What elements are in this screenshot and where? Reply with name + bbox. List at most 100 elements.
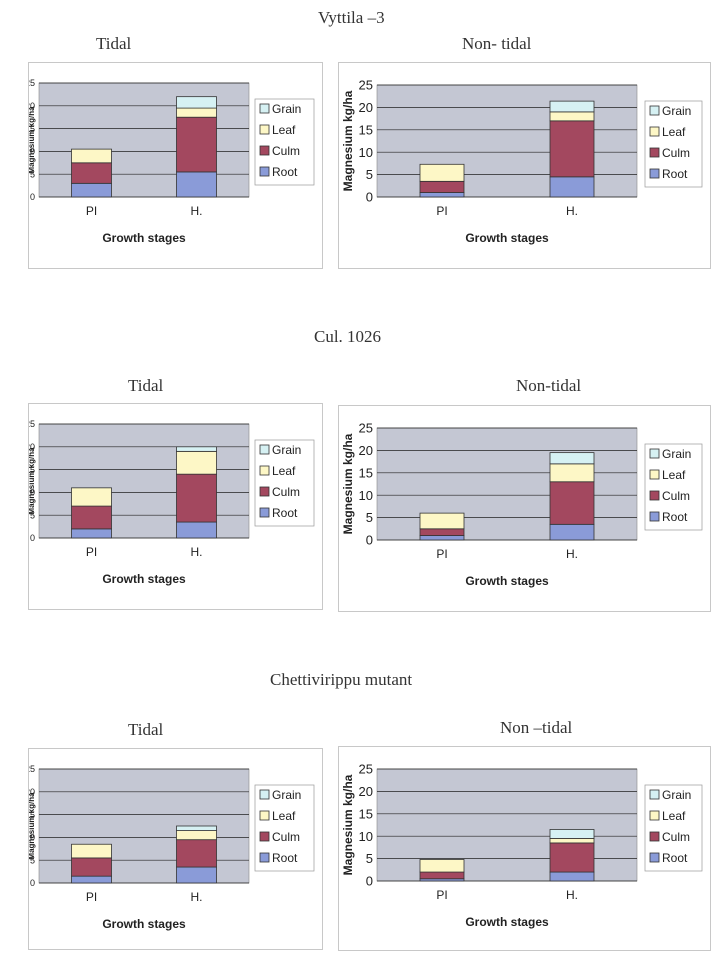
x-axis-label: Growth stages <box>102 917 186 931</box>
legend-swatch-grain <box>649 105 660 116</box>
legend-swatch-culm <box>259 831 270 842</box>
y-tick-label: 0 <box>366 190 373 205</box>
legend-label-leaf: Leaf <box>272 123 296 137</box>
legend-label-grain: Grain <box>272 443 301 457</box>
y-tick-label: 20 <box>29 101 35 111</box>
y-tick-label: 10 <box>359 488 373 503</box>
chart-chettivirippu-tidal: 0 5 10 15 20 25 Magnesium kg/ha PI H. Growth stag… <box>28 748 323 950</box>
legend-swatch-leaf <box>259 810 270 821</box>
x-tick-label: PI <box>86 204 97 218</box>
legend-swatch-grain <box>649 448 660 459</box>
legend-swatch-leaf <box>259 465 270 476</box>
bar-segment-root <box>419 535 465 541</box>
y-tick-label: 10 <box>29 833 35 843</box>
bar-segment-root <box>549 871 595 882</box>
plot-area <box>38 423 250 539</box>
plot-area <box>376 768 638 882</box>
bar-segment-leaf <box>176 107 217 118</box>
y-tick-label: 25 <box>29 419 35 429</box>
chart-svg: 0 5 10 15 20 25 Magnesium kg/ha PI H. Growth stag… <box>29 764 315 931</box>
bar-segment-culm <box>176 116 217 173</box>
bar-segment-culm <box>71 505 112 530</box>
x-tick-label: H. <box>191 204 203 218</box>
bar-segment-culm <box>176 473 217 523</box>
y-tick-label: 15 <box>29 465 35 475</box>
chart-svg: 0 5 10 15 20 25 Magnesium kg/ha PI H. Growth stag… <box>341 421 703 588</box>
y-axis-label: Magnesium kg/ha <box>341 433 355 534</box>
chart-vyttila-tidal: 0 5 10 15 20 25 Magnesium kg/ha PI H. Growth stag… <box>28 62 323 269</box>
chart-svg: 0 5 10 15 20 25 Magnesium kg/ha PI H. Growth stag… <box>341 762 703 929</box>
x-axis-label: Growth stages <box>102 572 186 586</box>
bar-segment-leaf <box>71 148 112 164</box>
bar-segment-leaf <box>419 512 465 530</box>
plot-area <box>38 768 250 884</box>
bar-segment-grain <box>176 96 217 109</box>
legend-swatch-leaf <box>649 469 660 480</box>
legend-label-grain: Grain <box>662 104 691 118</box>
plot-area <box>38 82 250 198</box>
y-tick-label: 10 <box>359 145 373 160</box>
panel-title-chettivirippu-tidal: Tidal <box>128 720 164 739</box>
y-axis-label: Magnesium kg/ha <box>29 106 36 174</box>
bar-segment-leaf <box>71 487 112 507</box>
y-tick-label: 0 <box>366 533 373 548</box>
x-tick-label: PI <box>436 547 447 561</box>
bar-segment-culm <box>71 857 112 877</box>
bar-segment-root <box>176 521 217 539</box>
y-tick-label: 15 <box>359 465 373 480</box>
bar-segment-grain <box>549 829 595 839</box>
bar-segment-root <box>176 171 217 198</box>
bar-segment-culm <box>549 842 595 873</box>
y-tick-label: 15 <box>359 122 373 137</box>
x-tick-label: H. <box>566 547 578 561</box>
panel-title-chettivirippu-nontidal: Non –tidal <box>500 718 573 737</box>
y-axis-label: Magnesium kg/ha <box>29 792 36 860</box>
bar-segment-leaf <box>549 838 595 844</box>
y-axis-label: Magnesium kg/ha <box>341 90 355 191</box>
y-tick-label: 10 <box>29 488 35 498</box>
y-tick-label: 0 <box>366 874 373 889</box>
panel-title-cul1026-tidal: Tidal <box>128 376 164 395</box>
chart-cul1026-tidal: 0 5 10 15 20 25 Magnesium kg/ha PI H. Growth stag… <box>28 403 323 610</box>
panel-title-vyttila-nontidal: Non- tidal <box>462 34 532 53</box>
legend-label-culm: Culm <box>272 485 300 499</box>
legend-swatch-leaf <box>649 810 660 821</box>
legend-label-culm: Culm <box>662 146 690 160</box>
y-tick-label: 15 <box>29 124 35 134</box>
bar-segment-root <box>71 875 112 884</box>
group-title-vyttila: Vyttila –3 <box>318 8 385 27</box>
chart-chettivirippu-nontidal: 0 5 10 15 20 25 Magnesium kg/ha PI H. Growth stag… <box>338 746 711 951</box>
y-tick-label: 20 <box>359 100 373 115</box>
bar-segment-leaf <box>176 830 217 841</box>
bar-segment-root <box>71 182 112 198</box>
legend-swatch-grain <box>649 789 660 800</box>
y-tick-label: 0 <box>30 878 35 888</box>
y-tick-label: 20 <box>359 443 373 458</box>
legend-label-culm: Culm <box>662 489 690 503</box>
bar-segment-leaf <box>419 163 465 182</box>
bar-segment-root <box>71 528 112 539</box>
y-tick-label: 0 <box>30 533 35 543</box>
y-tick-label: 5 <box>30 510 35 520</box>
y-tick-label: 5 <box>30 855 35 865</box>
bar-segment-culm <box>419 528 465 536</box>
x-tick-label: PI <box>86 890 97 904</box>
panel-title-cul1026-nontidal: Non-tidal <box>516 376 582 395</box>
x-axis-label: Growth stages <box>465 231 549 245</box>
y-tick-label: 5 <box>30 169 35 179</box>
legend-swatch-root <box>649 511 660 522</box>
legend-label-root: Root <box>662 510 688 524</box>
bar-segment-grain <box>176 825 217 831</box>
x-tick-label: H. <box>566 204 578 218</box>
y-tick-label: 10 <box>359 829 373 844</box>
y-tick-label: 5 <box>366 167 373 182</box>
y-tick-label: 20 <box>29 442 35 452</box>
bar-segment-culm <box>71 162 112 184</box>
chart-vyttila-nontidal: 0 5 10 15 20 25 Magnesium kg/ha PI H. Growth stag… <box>338 62 711 269</box>
legend-label-leaf: Leaf <box>272 809 296 823</box>
chart-svg: 0 5 10 15 20 25 Magnesium kg/ha PI H. Growth stag… <box>341 78 703 245</box>
bar-segment-culm <box>549 481 595 525</box>
legend-swatch-culm <box>649 490 660 501</box>
legend-label-leaf: Leaf <box>272 464 296 478</box>
y-tick-label: 15 <box>359 806 373 821</box>
